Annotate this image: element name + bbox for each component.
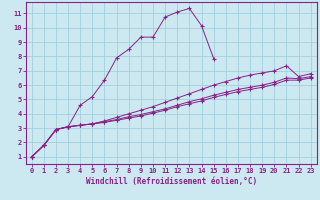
- X-axis label: Windchill (Refroidissement éolien,°C): Windchill (Refroidissement éolien,°C): [86, 177, 257, 186]
